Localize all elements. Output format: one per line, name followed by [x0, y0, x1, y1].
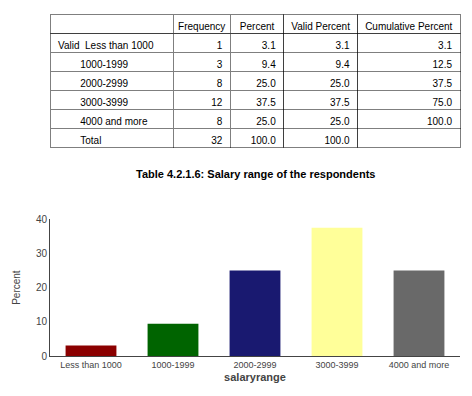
svg-text:100.0: 100.0: [251, 135, 276, 146]
svg-text:3.1: 3.1: [336, 40, 350, 51]
svg-text:3000-3999: 3000-3999: [315, 360, 358, 370]
svg-text:Cumulative Percent: Cumulative Percent: [365, 21, 452, 32]
svg-text:3.1: 3.1: [262, 40, 276, 51]
svg-text:100.0: 100.0: [427, 116, 452, 127]
svg-text:4000 and more: 4000 and more: [58, 116, 148, 127]
svg-text:3000-3999: 3000-3999: [58, 97, 128, 108]
svg-text:37.5: 37.5: [433, 78, 453, 89]
svg-text:1000-1999: 1000-1999: [58, 59, 128, 70]
svg-text:Percent: Percent: [240, 21, 275, 32]
svg-text:4000 and more: 4000 and more: [389, 360, 450, 370]
svg-text:9.4: 9.4: [262, 59, 276, 70]
svg-text:75.0: 75.0: [433, 97, 453, 108]
svg-text:12: 12: [211, 97, 223, 108]
svg-text:1000-1999: 1000-1999: [151, 360, 194, 370]
svg-text:Less than 1000: Less than 1000: [60, 360, 122, 370]
svg-text:Valid Percent: Valid Percent: [291, 21, 350, 32]
svg-text:10: 10: [36, 316, 48, 327]
svg-text:salaryrange: salaryrange: [224, 371, 286, 383]
svg-text:9.4: 9.4: [336, 59, 350, 70]
svg-text:Valid Less than 1000: Valid Less than 1000: [58, 40, 154, 51]
svg-text:37.5: 37.5: [330, 97, 350, 108]
svg-text:Table 4.2.1.6: Salary range of: Table 4.2.1.6: Salary range of the respo…: [136, 168, 375, 180]
svg-text:1: 1: [217, 40, 223, 51]
svg-text:25.0: 25.0: [330, 116, 350, 127]
svg-text:2000-2999: 2000-2999: [58, 78, 128, 89]
svg-text:8: 8: [217, 78, 223, 89]
svg-text:2000-2999: 2000-2999: [233, 360, 276, 370]
svg-text:40: 40: [36, 214, 48, 225]
svg-text:Frequency: Frequency: [178, 21, 225, 32]
svg-text:30: 30: [36, 248, 48, 259]
svg-text:25.0: 25.0: [256, 116, 276, 127]
svg-text:100.0: 100.0: [324, 135, 349, 146]
svg-text:20: 20: [36, 282, 48, 293]
svg-text:3.1: 3.1: [438, 40, 452, 51]
svg-text:25.0: 25.0: [256, 78, 276, 89]
svg-text:32: 32: [211, 135, 223, 146]
svg-text:Percent: Percent: [11, 270, 22, 305]
svg-text:Total: Total: [58, 135, 101, 146]
svg-text:25.0: 25.0: [330, 78, 350, 89]
svg-text:37.5: 37.5: [256, 97, 276, 108]
svg-text:0: 0: [41, 351, 47, 362]
svg-text:12.5: 12.5: [433, 59, 453, 70]
svg-text:8: 8: [217, 116, 223, 127]
svg-text:3: 3: [217, 59, 223, 70]
